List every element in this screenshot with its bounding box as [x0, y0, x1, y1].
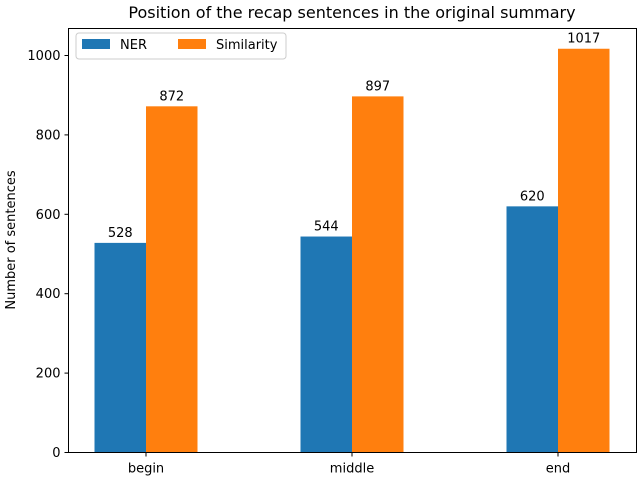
- bar-ner-begin: [94, 242, 146, 453]
- y-tick-label: 400: [36, 287, 61, 302]
- chart-title: Position of the recap sentences in the o…: [128, 3, 575, 22]
- bars-group: [94, 48, 610, 453]
- bar-similarity-begin: [146, 106, 198, 453]
- plot-frame: [68, 28, 637, 453]
- legend-swatch-ner: [82, 39, 110, 49]
- value-label-ner-middle: 544: [314, 220, 339, 235]
- legend-label-ner: NER: [120, 38, 147, 53]
- x-tick-label-middle: middle: [330, 462, 374, 477]
- legend-label-similarity: Similarity: [216, 38, 278, 53]
- y-axis-label: Number of sentences: [4, 170, 19, 310]
- bar-ner-middle: [300, 236, 352, 453]
- value-label-similarity-middle: 897: [365, 79, 390, 94]
- value-labels-group: 528 872 544 897 620 1017: [108, 32, 600, 241]
- value-label-ner-end: 620: [520, 189, 545, 204]
- x-tick-label-begin: begin: [128, 462, 164, 477]
- y-tick-label: 200: [36, 367, 61, 382]
- y-axis-ticks: 0 200 400 600 800 1000: [27, 49, 69, 461]
- value-label-similarity-end: 1017: [567, 32, 600, 47]
- y-tick-label: 0: [52, 446, 60, 461]
- bar-similarity-middle: [352, 96, 404, 453]
- bar-ner-end: [506, 206, 558, 453]
- y-tick-label: 1000: [27, 49, 60, 64]
- legend-swatch-similarity: [178, 39, 206, 49]
- value-label-similarity-begin: 872: [159, 89, 184, 104]
- x-axis-ticks: begin middle end: [128, 452, 571, 477]
- y-tick-label: 600: [36, 208, 61, 223]
- bar-similarity-end: [558, 48, 610, 453]
- y-tick-label: 800: [36, 128, 61, 143]
- value-label-ner-begin: 528: [108, 226, 133, 241]
- legend: NER Similarity: [75, 32, 287, 60]
- x-tick-label-end: end: [546, 462, 571, 477]
